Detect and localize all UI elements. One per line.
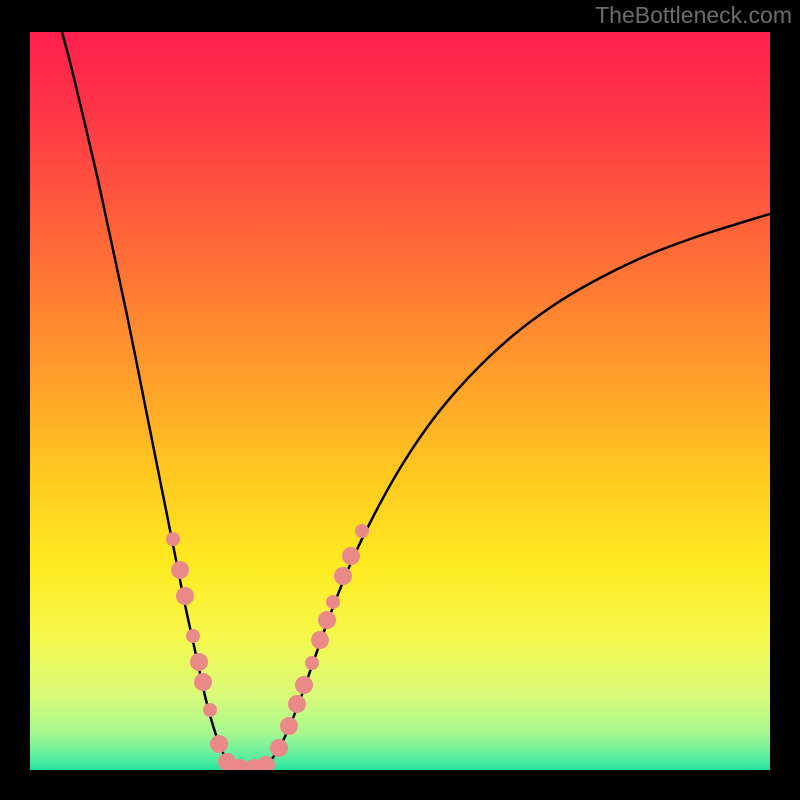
curve-marker (288, 695, 306, 713)
curve-marker (171, 561, 189, 579)
curve-marker (295, 676, 313, 694)
curve-marker (210, 735, 228, 753)
curve-marker (342, 547, 360, 565)
curve-marker (318, 611, 336, 629)
curve-marker (311, 631, 329, 649)
curve-marker (176, 587, 194, 605)
chart-frame: TheBottleneck.com (0, 0, 800, 800)
curve-marker (186, 629, 200, 643)
bottleneck-chart (0, 0, 800, 800)
watermark-source-label: TheBottleneck.com (595, 2, 792, 29)
gradient-background (30, 32, 770, 770)
curve-marker (190, 653, 208, 671)
curve-marker (270, 739, 288, 757)
curve-marker (280, 717, 298, 735)
curve-marker (194, 673, 212, 691)
curve-marker (334, 567, 352, 585)
curve-marker (203, 703, 217, 717)
curve-marker (355, 524, 369, 538)
curve-marker (166, 532, 180, 546)
curve-marker (326, 595, 340, 609)
curve-marker (305, 656, 319, 670)
